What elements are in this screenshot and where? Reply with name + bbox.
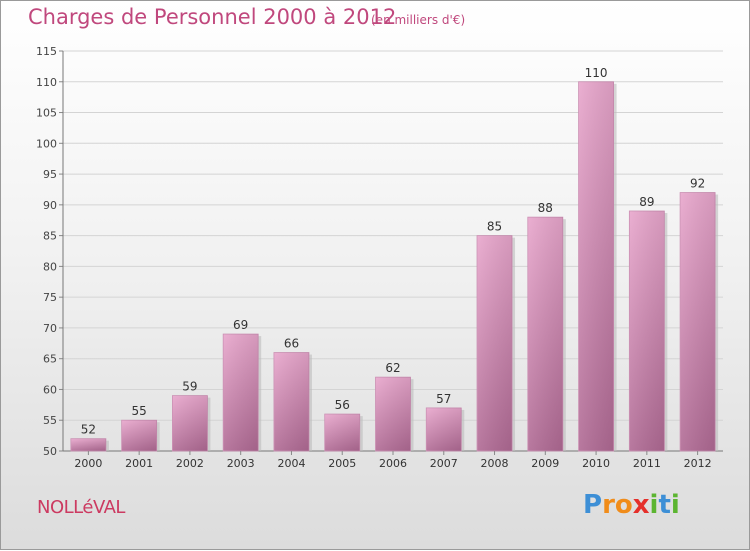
y-tick-label: 65 xyxy=(43,353,57,366)
logo-letter: r xyxy=(602,490,615,520)
data-label: 92 xyxy=(690,177,705,191)
data-label: 62 xyxy=(385,361,400,375)
logo-letter: o xyxy=(614,490,633,520)
bar-highlight xyxy=(172,395,208,451)
data-label: 55 xyxy=(132,404,147,418)
data-label: 56 xyxy=(335,398,350,412)
x-tick-label: 2009 xyxy=(531,457,559,470)
x-tick-label: 2011 xyxy=(633,457,661,470)
data-label: 85 xyxy=(487,220,502,234)
logo-letter: i xyxy=(649,490,659,520)
y-tick-label: 95 xyxy=(43,168,57,181)
data-label: 52 xyxy=(81,423,96,437)
data-label: 69 xyxy=(233,318,248,332)
bar-highlight xyxy=(375,377,411,451)
x-tick-label: 2005 xyxy=(328,457,356,470)
bar-highlight xyxy=(477,235,513,451)
place-name: NOLLéVAL xyxy=(37,497,125,518)
y-tick-label: 110 xyxy=(36,76,57,89)
y-tick-label: 75 xyxy=(43,291,57,304)
bar-highlight xyxy=(527,217,563,451)
x-tick-label: 2000 xyxy=(74,457,102,470)
logo-letter: P xyxy=(583,490,603,520)
data-label: 66 xyxy=(284,337,299,351)
chart-title: Charges de Personnel 2000 à 2012 xyxy=(28,5,397,29)
data-label: 89 xyxy=(639,195,654,209)
data-label: 57 xyxy=(436,392,451,406)
y-tick-label: 85 xyxy=(43,230,57,243)
x-tick-label: 2004 xyxy=(277,457,305,470)
y-tick-label: 50 xyxy=(43,445,57,458)
logo-letter: t xyxy=(658,490,671,520)
bar-highlight xyxy=(223,334,259,451)
bar-highlight xyxy=(629,211,665,451)
bar-highlight xyxy=(70,438,106,451)
y-tick-label: 60 xyxy=(43,383,57,396)
x-tick-label: 2002 xyxy=(176,457,204,470)
x-tick-label: 2008 xyxy=(481,457,509,470)
logo-letter: x xyxy=(632,490,650,520)
x-tick-label: 2003 xyxy=(227,457,255,470)
bar-highlight xyxy=(273,352,309,451)
x-tick-label: 2006 xyxy=(379,457,407,470)
x-tick-label: 2001 xyxy=(125,457,153,470)
data-label: 110 xyxy=(585,66,608,80)
data-label: 59 xyxy=(182,380,197,394)
bar-highlight xyxy=(426,407,462,451)
y-tick-label: 115 xyxy=(36,45,57,58)
x-tick-label: 2012 xyxy=(684,457,712,470)
chart-subtitle: (en milliers d'€) xyxy=(371,13,466,27)
y-tick-label: 105 xyxy=(36,107,57,120)
y-tick-label: 70 xyxy=(43,322,57,335)
bar-highlight xyxy=(121,420,157,451)
y-tick-label: 80 xyxy=(43,260,57,273)
proxiti-logo[interactable]: Proxiti xyxy=(583,490,680,520)
bar-highlight xyxy=(578,81,614,452)
y-tick-label: 55 xyxy=(43,414,57,427)
x-tick-label: 2007 xyxy=(430,457,458,470)
bar-highlight xyxy=(680,192,716,452)
data-label: 88 xyxy=(538,201,553,215)
bar-highlight xyxy=(324,414,360,451)
x-tick-label: 2010 xyxy=(582,457,610,470)
logo-letter: i xyxy=(670,490,680,520)
y-tick-label: 100 xyxy=(36,137,57,150)
y-tick-label: 90 xyxy=(43,199,57,212)
